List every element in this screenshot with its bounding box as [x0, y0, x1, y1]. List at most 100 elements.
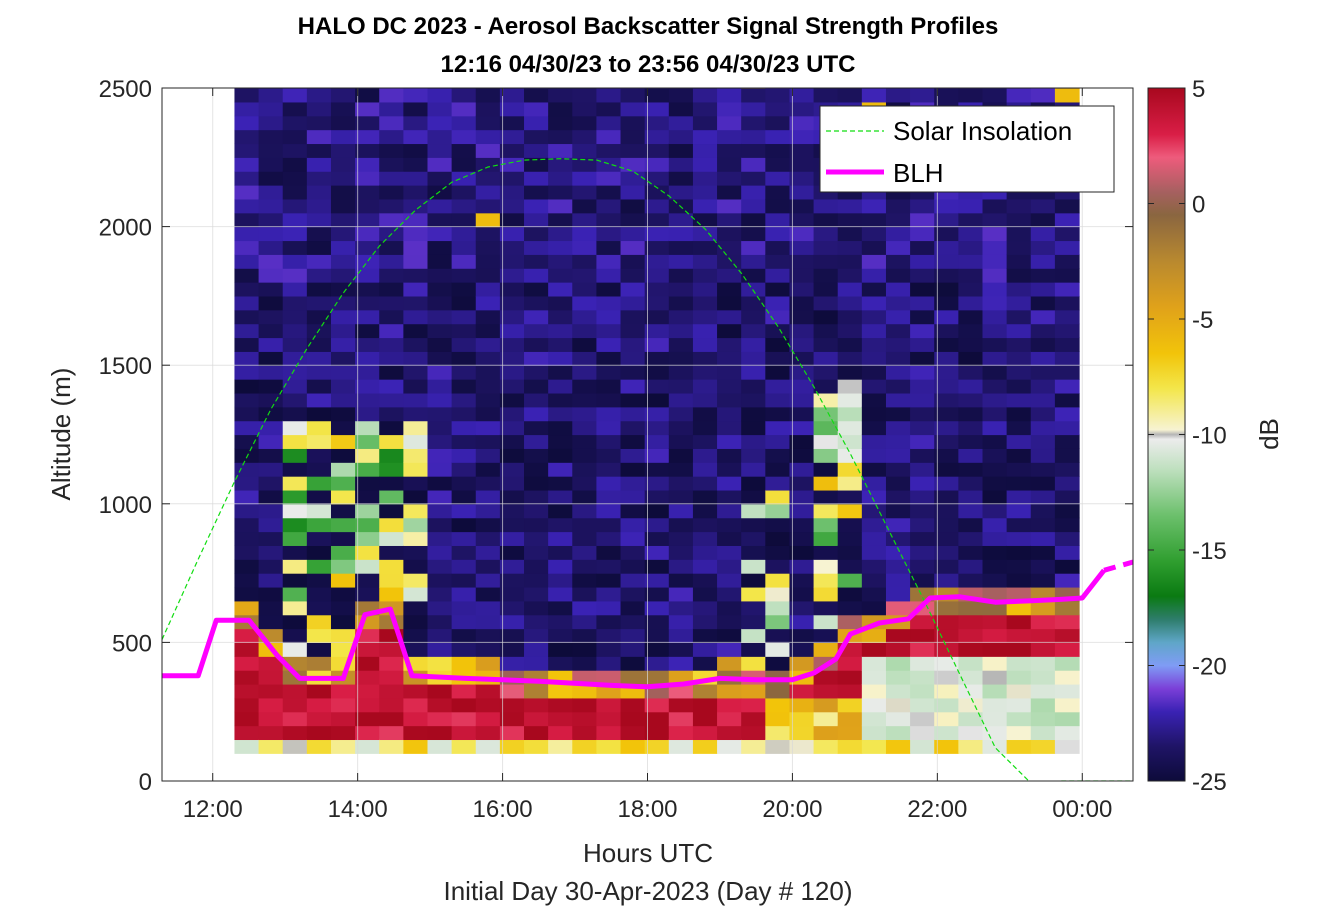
heatmap-cell	[741, 282, 766, 297]
heatmap-cell	[789, 628, 815, 643]
heatmap-cell	[861, 489, 887, 505]
heatmap-cell	[548, 115, 573, 131]
heatmap-cell	[789, 739, 815, 754]
heatmap-cell	[475, 143, 501, 158]
heatmap-cell	[1054, 268, 1080, 283]
heatmap-cell	[982, 739, 1008, 754]
heatmap-cell	[355, 88, 380, 89]
heatmap-cell	[813, 282, 839, 297]
heatmap-cell	[475, 711, 501, 727]
heatmap-cell	[1030, 628, 1056, 643]
heatmap-cell	[813, 573, 839, 588]
heatmap-cell	[548, 711, 573, 727]
heatmap-cell	[234, 143, 260, 158]
heatmap-cell	[234, 198, 260, 214]
heatmap-cell	[451, 143, 477, 158]
heatmap-cell	[379, 725, 404, 741]
heatmap-cell	[379, 88, 404, 89]
heatmap-cell	[861, 670, 887, 685]
heatmap-cell	[741, 517, 766, 533]
heatmap-cell	[499, 406, 525, 422]
heatmap-cell	[789, 614, 815, 630]
heatmap-cell	[741, 476, 766, 491]
heatmap-cell	[427, 434, 453, 449]
heatmap-cell	[910, 711, 935, 727]
heatmap-cell	[1030, 739, 1056, 754]
heatmap-cell	[982, 379, 1008, 394]
heatmap-cell	[644, 337, 670, 352]
heatmap-cell	[668, 323, 694, 339]
heatmap-cell	[524, 240, 549, 255]
heatmap-cell	[837, 503, 863, 519]
heatmap-cell	[934, 642, 959, 657]
heatmap-cell	[837, 323, 863, 339]
heatmap-cell	[1054, 351, 1080, 366]
heatmap-cell	[330, 448, 356, 463]
heatmap-cell	[548, 282, 573, 297]
heatmap-cell	[403, 739, 429, 754]
heatmap-cell	[379, 448, 404, 463]
heatmap-cell	[1006, 268, 1032, 283]
heatmap-cell	[548, 559, 573, 574]
heatmap-cell	[306, 337, 332, 352]
heatmap-cell	[1006, 656, 1032, 671]
heatmap-cell	[403, 212, 429, 228]
heatmap-cell	[1006, 351, 1032, 366]
heatmap-cell	[934, 545, 959, 560]
heatmap-cell	[813, 379, 839, 394]
heatmap-cell	[451, 101, 477, 117]
heatmap-cell	[692, 379, 718, 394]
heatmap-cell	[427, 503, 453, 519]
heatmap-cell	[620, 476, 646, 491]
heatmap-cell	[572, 254, 598, 269]
heatmap-cell	[1030, 656, 1056, 671]
heatmap-cell	[475, 351, 501, 366]
heatmap-cell	[813, 614, 839, 630]
heatmap-cell	[958, 531, 984, 546]
heatmap-cell	[355, 309, 380, 325]
heatmap-cell	[813, 476, 839, 491]
heatmap-cell	[789, 683, 815, 699]
heatmap-cell	[934, 656, 959, 671]
heatmap-cell	[1054, 670, 1080, 685]
heatmap-cell	[451, 129, 477, 145]
heatmap-cell	[717, 323, 742, 339]
heatmap-cell	[644, 517, 670, 533]
heatmap-cell	[451, 517, 477, 533]
heatmap-cell	[958, 226, 984, 242]
heatmap-cell	[306, 157, 332, 172]
heatmap-cell	[717, 295, 742, 311]
heatmap-cell	[451, 365, 477, 380]
heatmap-cell	[451, 531, 477, 546]
heatmap-cell	[499, 101, 525, 117]
heatmap-cell	[282, 143, 308, 158]
heatmap-cell	[596, 323, 622, 339]
heatmap-cell	[885, 600, 911, 616]
heatmap-cell	[910, 337, 935, 352]
heatmap-cell	[499, 185, 525, 200]
heatmap-cell	[692, 309, 718, 325]
heatmap-cell	[524, 434, 549, 449]
heatmap-cell	[282, 670, 308, 685]
heatmap-cell	[837, 226, 863, 242]
heatmap-cell	[717, 739, 742, 754]
heatmap-cell	[234, 392, 260, 408]
heatmap-cell	[861, 642, 887, 657]
heatmap-cell	[548, 143, 573, 158]
heatmap-cell	[1030, 282, 1056, 297]
heatmap-cell	[668, 476, 694, 491]
heatmap-cell	[837, 559, 863, 574]
heatmap-cell	[379, 323, 404, 339]
heatmap-cell	[379, 143, 404, 158]
heatmap-cell	[234, 309, 260, 325]
heatmap-cell	[620, 337, 646, 352]
heatmap-cell	[861, 697, 887, 713]
heatmap-cell	[620, 282, 646, 297]
heatmap-cell	[982, 88, 1008, 103]
heatmap-cell	[1030, 725, 1056, 741]
heatmap-cell	[234, 295, 260, 311]
heatmap-cell	[403, 88, 429, 103]
heatmap-cell	[644, 489, 670, 505]
heatmap-cell	[306, 642, 332, 657]
heatmap-cell	[355, 697, 380, 713]
